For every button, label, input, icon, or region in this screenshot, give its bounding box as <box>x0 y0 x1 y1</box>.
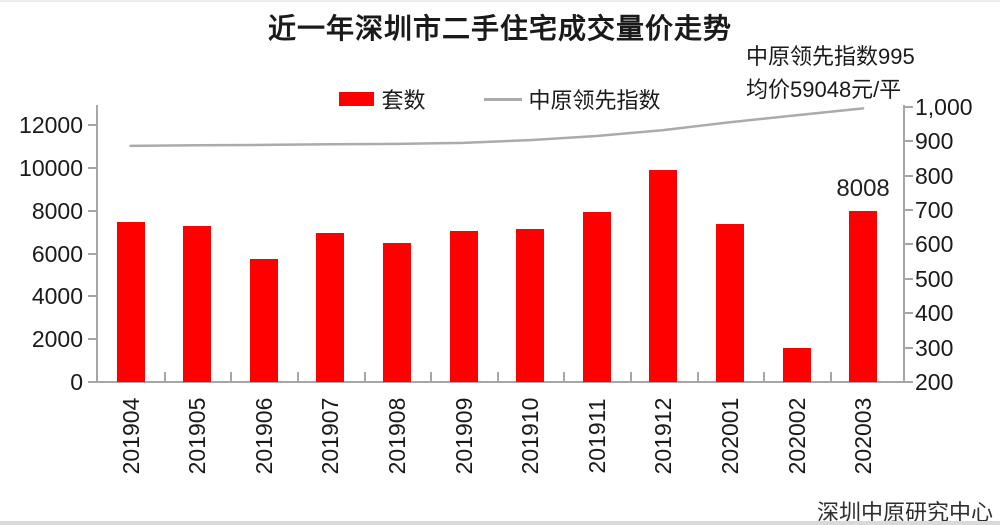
right-axis-tick <box>904 208 913 211</box>
left-axis-tick <box>88 167 97 170</box>
annotation-avg-price: 均价59048元/平 <box>746 77 902 102</box>
bar-series-swatch <box>339 92 375 106</box>
left-axis-tick-label: 0 <box>70 369 83 395</box>
bar-201910 <box>516 229 545 382</box>
top-edge-divider <box>0 0 1000 2</box>
x-label-201904: 201904 <box>117 397 144 475</box>
left-axis-tick <box>88 381 97 383</box>
bar-201907 <box>316 233 345 382</box>
bar-201909 <box>449 231 478 382</box>
x-label-201905: 201905 <box>184 397 211 475</box>
right-axis-tick-label: 800 <box>915 162 954 189</box>
left-axis-tick <box>88 209 97 212</box>
bar-202003 <box>849 210 878 382</box>
left-axis-tick <box>88 252 97 255</box>
right-axis-tick <box>904 174 913 177</box>
bar-value-label-202003: 8008 <box>836 174 890 202</box>
right-axis-tick-label: 1,000 <box>915 93 973 120</box>
right-axis-tick-label: 300 <box>915 334 954 361</box>
x-axis-tick <box>563 372 566 381</box>
left-axis-tick-label: 12000 <box>19 112 83 139</box>
x-axis-tick <box>230 372 233 381</box>
left-axis-tick-label: 4000 <box>31 283 83 310</box>
x-axis-tick <box>763 372 766 381</box>
x-label-201906: 201906 <box>250 397 277 475</box>
left-axis-line <box>96 105 98 382</box>
x-axis-line <box>96 381 905 383</box>
x-label-201909: 201909 <box>450 397 477 475</box>
bar-201904 <box>116 221 145 382</box>
x-label-202003: 202003 <box>850 397 877 475</box>
bar-201908 <box>382 242 411 382</box>
x-label-202001: 202001 <box>716 397 743 475</box>
bar-202002 <box>782 347 811 382</box>
right-axis-tick <box>904 140 913 143</box>
x-axis-tick <box>297 372 299 381</box>
bottom-edge-divider <box>0 521 1000 525</box>
source-label: 深圳中原研究中心 <box>816 500 993 525</box>
x-axis-tick <box>829 372 832 381</box>
right-axis-tick-label: 900 <box>915 128 954 155</box>
x-axis-tick <box>496 372 499 381</box>
x-axis-tick <box>163 372 166 381</box>
left-axis-tick-label: 10000 <box>19 155 83 182</box>
right-axis-tick-label: 400 <box>915 300 954 327</box>
line-series-swatch <box>483 97 522 101</box>
annotation-block: 中原领先指数995 均价59048元/平 <box>746 40 915 106</box>
bar-201912 <box>649 170 678 382</box>
x-label-202002: 202002 <box>783 397 810 475</box>
x-axis-tick <box>363 372 366 381</box>
left-axis-tick <box>88 338 97 341</box>
bar-201906 <box>249 259 278 382</box>
chart-title: 近一年深圳市二手住宅成交量价走势 <box>267 13 732 44</box>
bar-202001 <box>715 223 744 382</box>
right-axis-tick <box>904 312 913 315</box>
right-axis-tick <box>904 105 913 108</box>
right-axis-tick <box>904 277 913 280</box>
left-axis-tick-label: 2000 <box>31 326 83 353</box>
x-label-201907: 201907 <box>317 397 344 475</box>
right-axis-tick <box>904 381 913 383</box>
bar-201905 <box>183 225 212 382</box>
bar-201911 <box>582 211 611 382</box>
right-axis-tick-label: 200 <box>915 369 954 395</box>
right-axis-tick-label: 500 <box>915 265 954 292</box>
left-axis-tick-label: 6000 <box>31 240 83 267</box>
bar-series-label: 套数 <box>381 88 426 113</box>
line-series-label: 中原领先指数 <box>528 88 661 113</box>
left-axis-tick <box>88 295 97 298</box>
x-label-201911: 201911 <box>583 398 610 474</box>
right-axis-tick-label: 600 <box>915 231 954 258</box>
right-axis-tick <box>904 346 913 349</box>
x-axis-tick <box>696 372 699 381</box>
annotation-index-value: 中原领先指数995 <box>746 44 915 69</box>
right-axis-tick-label: 700 <box>915 196 954 223</box>
left-axis-tick-label: 8000 <box>31 197 83 224</box>
x-label-201908: 201908 <box>383 397 410 475</box>
left-axis-tick <box>88 124 97 127</box>
legend: 套数 中原领先指数 <box>0 83 1000 115</box>
x-axis-tick <box>630 372 632 381</box>
x-label-201912: 201912 <box>650 397 677 475</box>
right-axis-tick <box>904 243 913 246</box>
x-axis-tick <box>430 372 433 381</box>
x-label-201910: 201910 <box>517 397 544 475</box>
